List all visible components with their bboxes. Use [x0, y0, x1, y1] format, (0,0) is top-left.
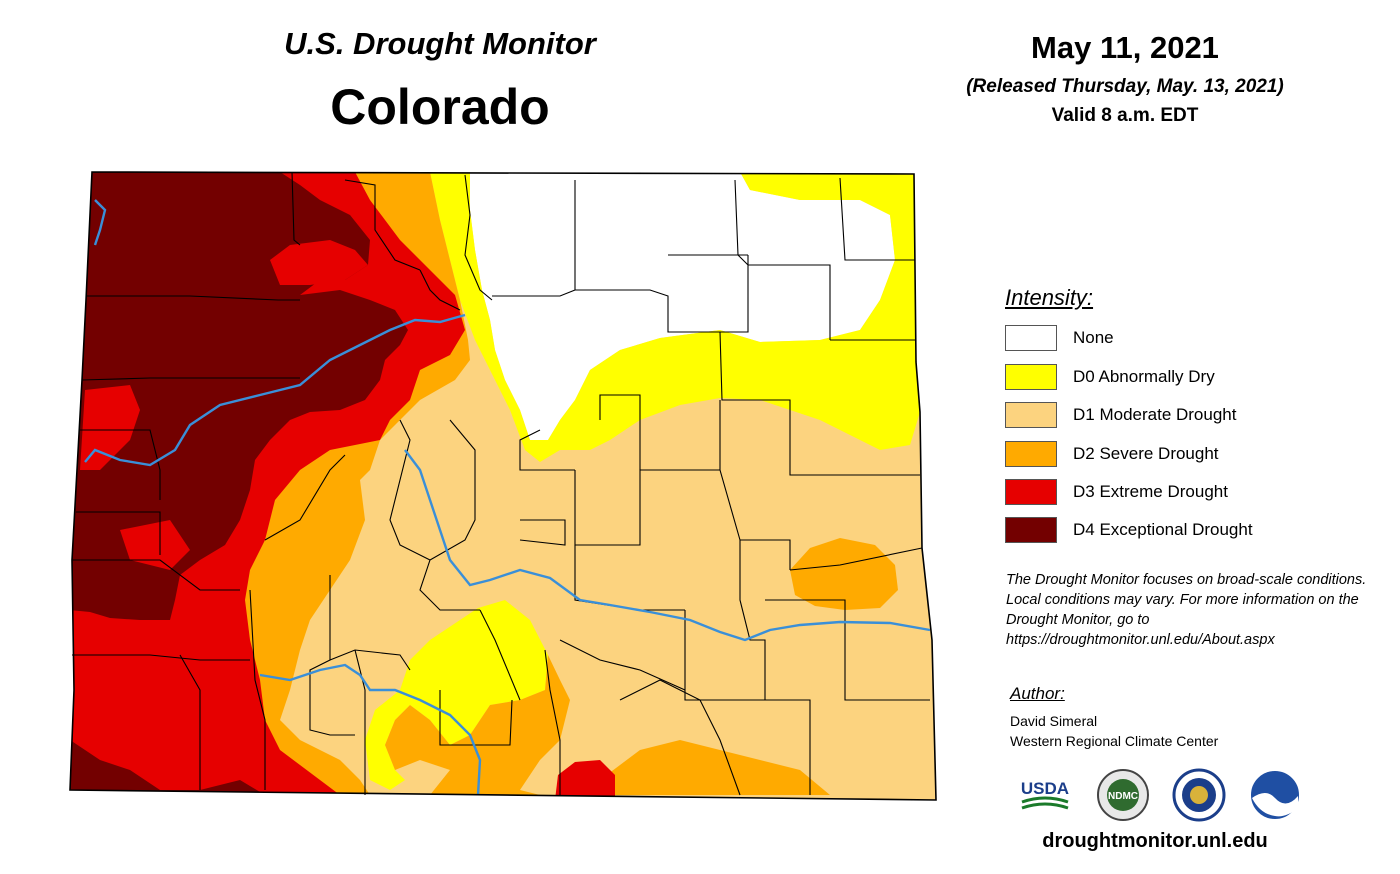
d3-sw-pocket-2 [120, 520, 190, 570]
legend-swatch [1005, 364, 1057, 390]
legend-swatch [1005, 402, 1057, 428]
svg-text:USDA: USDA [1021, 779, 1069, 798]
author-name: David Simeral [1010, 713, 1098, 729]
legend-swatch [1005, 325, 1057, 351]
legend-swatch [1005, 479, 1057, 505]
legend-swatch [1005, 441, 1057, 467]
none-area [470, 172, 895, 440]
d2-east-area [790, 538, 898, 610]
ndmc-logo: NDMC [1097, 769, 1149, 821]
legend-title: Intensity: [1005, 285, 1094, 310]
legend-label: D0 Abnormally Dry [1073, 367, 1215, 386]
colorado-river [84, 313, 466, 467]
state-title: Colorado [330, 79, 550, 135]
svg-text:NDMC: NDMC [1108, 791, 1138, 802]
legend-label: None [1073, 328, 1114, 347]
map-date: May 11, 2021 [1031, 30, 1219, 65]
legend-label: D4 Exceptional Drought [1073, 520, 1253, 539]
san-juan-river [259, 663, 482, 796]
d0-south-area [365, 600, 548, 790]
valid-time: Valid 8 a.m. EDT [1051, 105, 1199, 126]
yampa-river [93, 199, 107, 246]
footer-url[interactable]: droughtmonitor.unl.edu [1042, 830, 1268, 852]
colorado-outline [69, 171, 937, 801]
noaa-logo [1249, 769, 1301, 821]
legend-label: D1 Moderate Drought [1073, 405, 1237, 424]
doc-seal-logo [1172, 768, 1226, 822]
arkansas-river [404, 449, 931, 642]
disclaimer-text: The Drought Monitor focuses on broad-sca… [1006, 572, 1367, 648]
drought-areas [70, 172, 936, 800]
d4-area [70, 172, 408, 620]
d4-southwest-area [70, 740, 265, 795]
legend-label: D3 Extreme Drought [1073, 482, 1228, 501]
rivers [84, 199, 931, 796]
d3-pocket-area [270, 240, 368, 285]
drought-map [69, 171, 937, 801]
d3-south-area [555, 760, 615, 800]
release-date: (Released Thursday, May. 13, 2021) [966, 76, 1284, 97]
author-org: Western Regional Climate Center [1010, 733, 1219, 749]
legend-swatch [1005, 517, 1057, 543]
usda-logo: USDA [1021, 779, 1069, 810]
author-label: Author: [1010, 684, 1065, 703]
county-borders [72, 171, 930, 796]
legend-label: D2 Severe Drought [1073, 444, 1219, 463]
d0-north-area [430, 172, 920, 462]
map-header-title: U.S. Drought Monitor [284, 26, 596, 61]
